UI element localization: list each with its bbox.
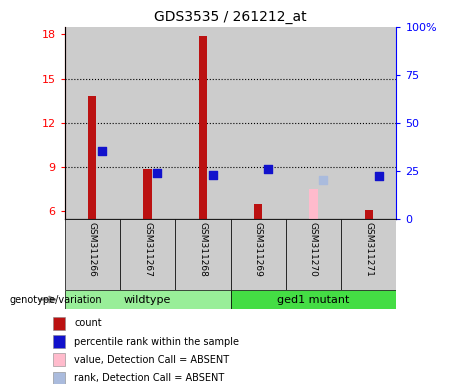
Bar bbox=[175, 27, 230, 219]
Bar bbox=[230, 27, 286, 219]
Bar bbox=[286, 219, 341, 290]
Bar bbox=[53, 317, 65, 330]
Text: GSM311267: GSM311267 bbox=[143, 222, 152, 277]
Bar bbox=[65, 219, 120, 290]
Text: GSM311271: GSM311271 bbox=[364, 222, 373, 277]
Text: wildtype: wildtype bbox=[124, 295, 171, 305]
Bar bbox=[199, 36, 207, 219]
Text: rank, Detection Call = ABSENT: rank, Detection Call = ABSENT bbox=[74, 373, 225, 383]
Point bbox=[265, 166, 272, 172]
Bar bbox=[53, 335, 65, 348]
Bar bbox=[230, 219, 286, 290]
Bar bbox=[341, 27, 396, 219]
Text: ged1 mutant: ged1 mutant bbox=[278, 295, 349, 305]
Bar bbox=[365, 210, 373, 219]
Point bbox=[209, 172, 217, 178]
Bar bbox=[341, 219, 396, 290]
Bar bbox=[65, 27, 120, 219]
Text: GSM311269: GSM311269 bbox=[254, 222, 263, 277]
Bar bbox=[65, 290, 230, 309]
Bar bbox=[88, 96, 96, 219]
Bar bbox=[53, 372, 65, 384]
Bar bbox=[53, 353, 65, 366]
Text: value, Detection Call = ABSENT: value, Detection Call = ABSENT bbox=[74, 355, 229, 365]
Point bbox=[320, 177, 327, 184]
Bar bbox=[309, 189, 318, 219]
Bar bbox=[120, 27, 175, 219]
Title: GDS3535 / 261212_at: GDS3535 / 261212_at bbox=[154, 10, 307, 25]
Bar bbox=[143, 169, 152, 219]
Text: GSM311270: GSM311270 bbox=[309, 222, 318, 277]
Bar bbox=[286, 27, 341, 219]
Text: genotype/variation: genotype/variation bbox=[9, 295, 102, 305]
Point bbox=[154, 170, 161, 176]
Text: GSM311268: GSM311268 bbox=[198, 222, 207, 277]
Bar bbox=[175, 219, 230, 290]
Point bbox=[375, 173, 383, 179]
Text: percentile rank within the sample: percentile rank within the sample bbox=[74, 337, 239, 347]
Text: count: count bbox=[74, 318, 102, 328]
Text: GSM311266: GSM311266 bbox=[88, 222, 97, 277]
Bar bbox=[230, 290, 396, 309]
Point bbox=[99, 148, 106, 154]
Bar bbox=[254, 204, 262, 219]
Bar bbox=[120, 219, 175, 290]
